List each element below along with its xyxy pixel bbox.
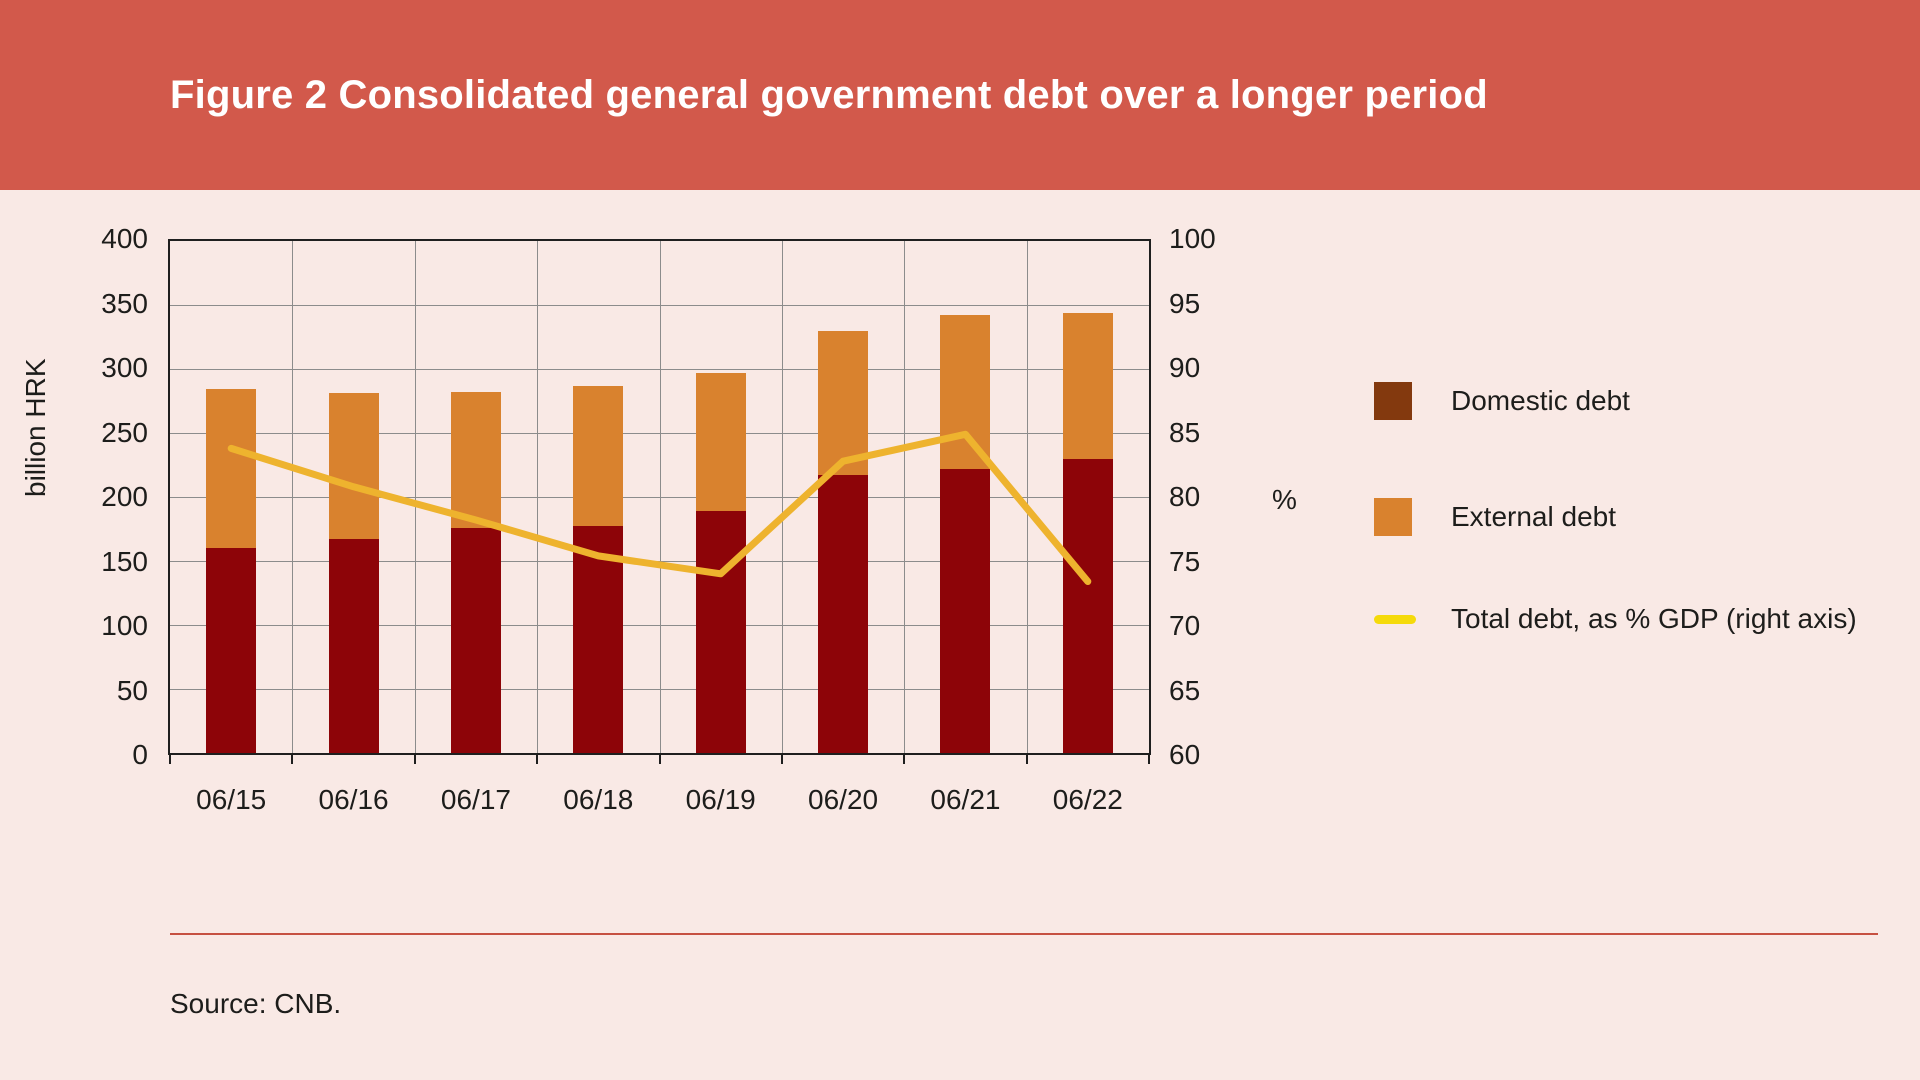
right-axis-tick-label: 85 [1169,416,1201,448]
bar-domestic-debt-06/20 [818,475,869,753]
x-axis-tick-label: 06/17 [440,784,511,815]
bar-external-debt-06/15 [206,389,257,549]
bar-external-debt-06/21 [940,315,991,469]
legend-item-external-debt: External debt [1374,498,1616,536]
grid-line-vertical [781,241,783,753]
x-axis-tick-label: 06/19 [685,784,756,815]
x-axis-tick-mark [536,755,539,764]
left-axis-tick-label: 50 [116,674,148,706]
x-axis-tick-mark [903,755,906,764]
bar-domestic-debt-06/19 [695,511,746,753]
x-axis-tick-label: 06/21 [930,784,1001,815]
left-axis-tick-label: 250 [101,416,148,448]
bar-external-debt-06/17 [450,392,501,528]
right-axis-tick-label: 90 [1169,352,1201,383]
left-axis-tick-label: 0 [132,739,148,770]
legend-label: External debt [1451,501,1616,532]
x-axis-tick-label: 06/18 [563,784,634,815]
bar-domestic-debt-06/16 [328,539,379,753]
figure-title-banner: Figure 2 Consolidated general government… [0,0,1920,190]
bar-domestic-debt-06/21 [940,468,991,753]
external-debt-swatch [1374,498,1412,536]
grid-line-vertical [904,241,906,753]
left-axis-tick-label: 150 [101,545,148,577]
bar-domestic-debt-06/22 [1062,458,1113,753]
left-axis-tick-label: 400 [101,223,148,254]
right-axis-tick-label: 65 [1169,674,1201,706]
legend-item-domestic-debt: Domestic debt [1374,382,1630,420]
x-axis-tick-mark [169,755,171,764]
x-axis-tick-mark [291,755,294,764]
x-axis-tick-mark [1148,755,1150,764]
x-axis-tick-label: 06/20 [808,784,879,815]
left-axis-tick-label: 100 [101,610,148,641]
left-axis-tick-label: 200 [101,481,148,512]
right-axis-tick-label: 100 [1169,223,1216,254]
bar-domestic-debt-06/18 [573,526,624,753]
legend-label: Domestic debt [1451,385,1630,416]
legend-item-total-debt-line: Total debt, as % GDP (right axis) [1374,600,1857,638]
legend-label: Total debt, as % GDP (right axis) [1451,603,1857,634]
figure-title: Figure 2 Consolidated general government… [170,72,1488,117]
line-swatch-holder [1374,614,1416,624]
x-axis-tick-label: 06/15 [196,784,267,815]
source-note: Source: CNB. [170,988,342,1019]
right-axis-unit-label: % [1272,484,1297,515]
bar-external-debt-06/16 [328,393,379,540]
x-axis-tick-mark [1025,755,1028,764]
bar-domestic-debt-06/17 [450,527,501,753]
domestic-debt-swatch [1374,382,1412,420]
footer-divider [170,933,1878,935]
x-axis-tick-label: 06/22 [1052,784,1123,815]
left-axis-unit-label: billion HRK [20,358,51,498]
right-axis-tick-label: 75 [1169,545,1201,577]
total-debt-line [227,430,1092,585]
chart-plot-area [168,239,1151,755]
left-axis-tick-label: 350 [101,287,148,319]
x-axis-tick-mark [658,755,661,764]
grid-line-vertical [537,241,539,753]
right-axis-tick-label: 70 [1169,610,1201,641]
x-axis-tick-label: 06/16 [318,784,389,815]
grid-line-vertical [414,241,416,753]
grid-line-vertical [659,241,661,753]
left-axis-tick-label: 300 [101,352,148,383]
x-axis-tick-mark [780,755,783,764]
bar-external-debt-06/20 [818,330,869,476]
right-axis-tick-label: 95 [1169,287,1201,319]
right-axis-tick-label: 80 [1169,481,1201,512]
x-axis-tick-mark [413,755,416,764]
bar-domestic-debt-06/15 [206,548,257,753]
line-layer [227,430,1092,585]
bar-external-debt-06/18 [573,385,624,527]
bar-external-debt-06/19 [695,372,746,512]
grid-line-vertical [1026,241,1028,753]
bar-external-debt-06/22 [1062,312,1113,459]
grid-line-vertical [292,241,294,753]
right-axis-tick-label: 60 [1169,739,1201,770]
total-debt-line-swatch [1374,614,1416,624]
